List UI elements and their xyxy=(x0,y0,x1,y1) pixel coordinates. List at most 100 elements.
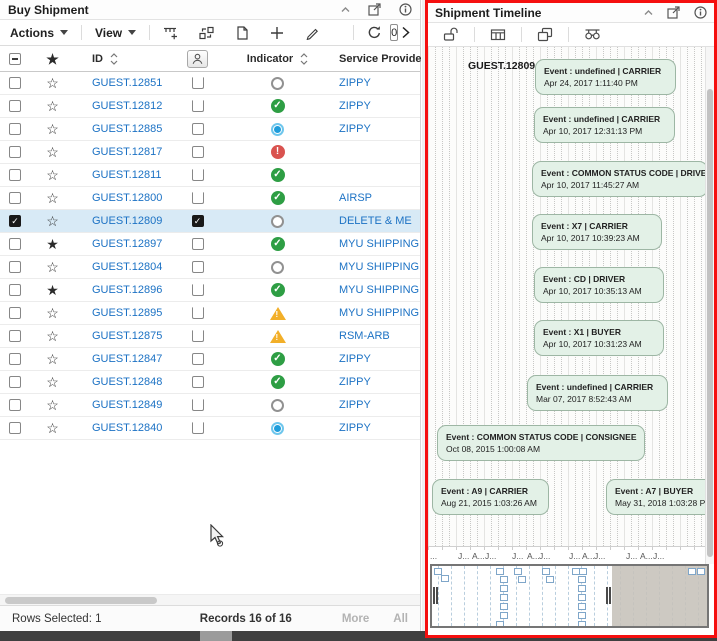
timeline-event-card[interactable]: Event : COMMON STATUS CODE | DRIVER Apr 1… xyxy=(532,161,705,197)
star-toggle[interactable]: ☆ xyxy=(46,213,59,229)
row-select-checkbox[interactable] xyxy=(9,399,21,411)
person-checkbox[interactable] xyxy=(191,77,204,89)
service-provider-link[interactable]: MYU SHIPPING AGE xyxy=(339,238,421,250)
select-all-checkbox[interactable] xyxy=(9,52,21,65)
row-select-checkbox[interactable] xyxy=(9,376,21,388)
id-sort-carets-icon[interactable] xyxy=(110,52,118,65)
star-toggle[interactable]: ☆ xyxy=(46,259,59,275)
table-row[interactable]: ☆ GUEST.12800 ✓ AIRSP xyxy=(0,187,420,210)
shipment-id-link[interactable]: GUEST.12800 xyxy=(92,192,163,204)
star-toggle[interactable]: ☆ xyxy=(46,167,59,183)
toolbar-counter-input[interactable]: 0 xyxy=(390,24,399,41)
row-select-checkbox[interactable] xyxy=(9,307,21,319)
service-provider-link[interactable]: ZIPPY xyxy=(339,77,371,89)
service-provider-link[interactable]: ZIPPY xyxy=(339,376,371,388)
shipment-id-link[interactable]: GUEST.12885 xyxy=(92,123,163,135)
table-row[interactable]: ☆ GUEST.12875! RSM-ARB xyxy=(0,325,420,348)
person-column-button[interactable] xyxy=(187,49,208,68)
row-select-checkbox[interactable] xyxy=(9,146,21,158)
timeline-event-card[interactable]: Event : undefined | CARRIER Apr 24, 2017 … xyxy=(535,59,676,95)
timeline-canvas[interactable]: GUEST.12809 Event : undefined | CARRIER Ap… xyxy=(428,47,705,546)
info-icon[interactable] xyxy=(694,6,707,19)
minimap-left-handle[interactable] xyxy=(436,587,438,604)
table-row[interactable]: ★ GUEST.12897 ✓ MYU SHIPPING AGE xyxy=(0,233,421,256)
row-select-checkbox[interactable] xyxy=(9,169,21,181)
shipment-id-link[interactable]: GUEST.12804 xyxy=(92,261,163,273)
star-toggle[interactable]: ☆ xyxy=(46,75,59,91)
row-select-checkbox[interactable] xyxy=(9,284,21,296)
shipment-id-link[interactable]: GUEST.12809 xyxy=(92,215,163,227)
shipment-id-link[interactable]: GUEST.12897 xyxy=(92,238,163,250)
person-checkbox[interactable] xyxy=(191,330,204,342)
table-row[interactable]: ☆ GUEST.12840 ZIPPY xyxy=(0,417,420,440)
table-row[interactable]: ☆ GUEST.12849 ZIPPY xyxy=(0,394,420,417)
person-checkbox[interactable] xyxy=(191,238,204,250)
timeline-event-card[interactable]: Event : CD | DRIVER Apr 10, 2017 10:35:13… xyxy=(534,267,664,303)
shipment-id-link[interactable]: GUEST.12896 xyxy=(92,284,163,296)
new-document-icon[interactable] xyxy=(235,25,249,40)
table-row[interactable]: ☆ GUEST.12848 ✓ ZIPPY xyxy=(0,371,420,394)
person-checkbox[interactable] xyxy=(191,422,204,434)
star-toggle[interactable]: ☆ xyxy=(46,397,59,413)
pane-splitter[interactable] xyxy=(422,0,425,631)
minimap-left-handle[interactable] xyxy=(433,587,435,604)
actions-menu-button[interactable]: Actions xyxy=(10,26,69,40)
add-icon[interactable] xyxy=(270,26,284,40)
service-provider-link[interactable]: MYU SHIPPING AGE xyxy=(339,261,421,273)
service-provider-link[interactable]: AIRSP xyxy=(339,192,373,204)
timeline-event-card[interactable]: Event : X1 | BUYER Apr 10, 2017 10:31:23 … xyxy=(534,320,664,356)
person-checkbox[interactable] xyxy=(191,376,204,388)
shipment-id-link[interactable]: GUEST.12895 xyxy=(92,307,163,319)
timeline-minimap[interactable] xyxy=(430,564,709,628)
shipment-id-link[interactable]: GUEST.12847 xyxy=(92,353,163,365)
service-provider-link[interactable]: ZIPPY xyxy=(339,123,371,135)
minimap-right-handle[interactable] xyxy=(606,587,608,604)
person-checkbox[interactable] xyxy=(191,192,204,204)
timeline-event-card[interactable]: Event : A7 | BUYER May 31, 2018 1:03:28 P… xyxy=(606,479,705,515)
unlock-icon[interactable] xyxy=(430,25,472,45)
shipment-id-link[interactable]: GUEST.12817 xyxy=(92,146,163,158)
timeline-event-card[interactable]: Event : undefined | CARRIER Mar 07, 2017 … xyxy=(527,375,668,411)
row-select-checkbox[interactable]: ✓ xyxy=(9,215,21,227)
shipment-id-link[interactable]: GUEST.12849 xyxy=(92,399,163,411)
star-toggle[interactable]: ☆ xyxy=(46,374,59,390)
star-toggle[interactable]: ☆ xyxy=(46,351,59,367)
row-select-checkbox[interactable] xyxy=(9,238,21,250)
indicator-sort-carets-icon[interactable] xyxy=(300,52,308,65)
table-row[interactable]: ✓ ☆ GUEST.12809 ✓ DELETE & ME xyxy=(0,210,420,233)
service-provider-link[interactable]: RSM-ARB xyxy=(339,330,390,342)
table-row[interactable]: ☆ GUEST.12812 ✓ ZIPPY xyxy=(0,95,420,118)
person-checkbox[interactable] xyxy=(191,284,204,296)
view-menu-button[interactable]: View xyxy=(95,26,137,40)
row-select-checkbox[interactable] xyxy=(9,192,21,204)
service-provider-link[interactable]: ZIPPY xyxy=(339,353,371,365)
collapse-icon[interactable] xyxy=(341,6,350,13)
shipment-id-link[interactable]: GUEST.12851 xyxy=(92,77,163,89)
timeline-event-card[interactable]: Event : X7 | CARRIER Apr 10, 2017 10:39:2… xyxy=(532,214,662,250)
table-row[interactable]: ☆ GUEST.12885 ZIPPY xyxy=(0,118,420,141)
row-select-checkbox[interactable] xyxy=(9,330,21,342)
timeline-event-card[interactable]: Event : A9 | CARRIER Aug 21, 2015 1:03:26… xyxy=(432,479,549,515)
shipment-id-link[interactable]: GUEST.12812 xyxy=(92,100,163,112)
open-in-new-icon[interactable] xyxy=(368,3,381,16)
table-row[interactable]: ☆ GUEST.12811 ✓ xyxy=(0,164,420,187)
table-row[interactable]: ☆ GUEST.12804 MYU SHIPPING AGE xyxy=(0,256,421,279)
person-checkbox[interactable] xyxy=(191,146,204,158)
more-button[interactable]: More xyxy=(341,612,370,625)
open-in-new-icon[interactable] xyxy=(667,6,680,19)
vertical-scrollbar[interactable] xyxy=(705,47,714,564)
table-row[interactable]: ☆ GUEST.12851 ZIPPY xyxy=(0,72,420,95)
edit-icon[interactable] xyxy=(305,26,319,40)
row-select-checkbox[interactable] xyxy=(9,123,21,135)
table-row[interactable]: ☆ GUEST.12895! MYU SHIPPING AGE xyxy=(0,302,421,325)
timeline-event-card[interactable]: Event : COMMON STATUS CODE | CONSIGNEE Oc… xyxy=(437,425,645,461)
service-provider-link[interactable]: ZIPPY xyxy=(339,100,371,112)
row-select-checkbox[interactable] xyxy=(9,100,21,112)
minimap-right-handle[interactable] xyxy=(609,587,611,604)
service-provider-link[interactable]: ZIPPY xyxy=(339,422,371,434)
person-checkbox[interactable] xyxy=(191,399,204,411)
star-toggle[interactable]: ☆ xyxy=(46,121,59,137)
service-provider-link[interactable]: MYU SHIPPING AGE xyxy=(339,284,421,296)
person-checkbox[interactable] xyxy=(191,307,204,319)
table-row[interactable]: ★ GUEST.12896 ✓ MYU SHIPPING AGE xyxy=(0,279,421,302)
